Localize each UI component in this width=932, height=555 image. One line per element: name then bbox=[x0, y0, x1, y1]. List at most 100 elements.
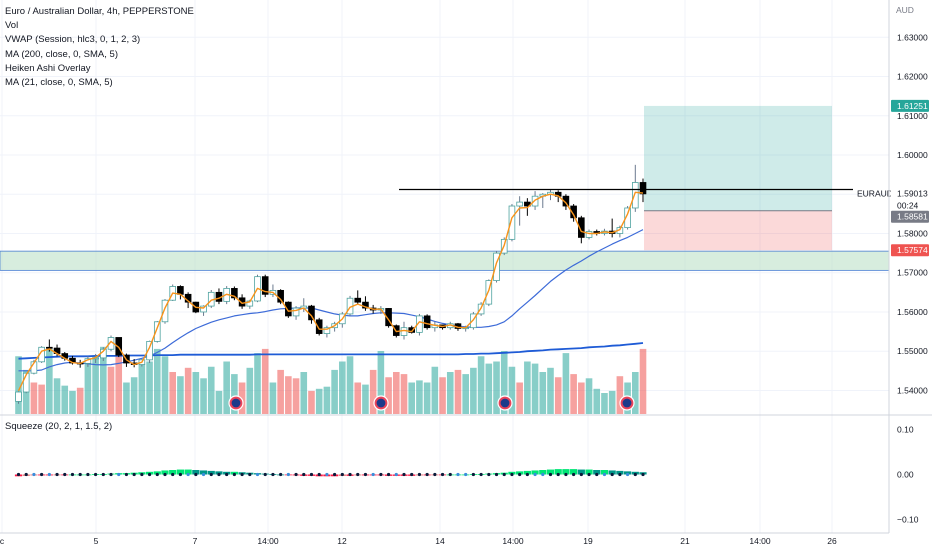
time-tick-label: 14:00 bbox=[257, 536, 279, 546]
candle-bearish bbox=[362, 301, 369, 309]
candle-bullish bbox=[400, 327, 408, 336]
candle-bullish bbox=[508, 205, 516, 240]
squeeze-dot bbox=[494, 472, 499, 477]
legend-ma-200[interactable]: MA (200, close, 0, SMA, 5) bbox=[5, 48, 118, 60]
squeeze-dot bbox=[271, 472, 275, 477]
volume-bar bbox=[261, 348, 269, 414]
profit-zone bbox=[644, 105, 832, 211]
squeeze-legend[interactable]: Squeeze (20, 2, 1, 1.5, 2) bbox=[5, 421, 113, 432]
squeeze-dot bbox=[618, 472, 622, 477]
squeeze-dot bbox=[117, 472, 121, 477]
volume-bar bbox=[84, 363, 92, 414]
legend-ma-21[interactable]: MA (21, close, 0, SMA, 5) bbox=[5, 77, 113, 89]
candle-bearish bbox=[639, 182, 647, 195]
volume-bar bbox=[385, 377, 392, 414]
event-flag-icon[interactable] bbox=[497, 395, 513, 411]
event-flag-icon[interactable] bbox=[619, 395, 635, 411]
volume-bar bbox=[462, 374, 469, 414]
squeeze-bar bbox=[562, 469, 570, 475]
event-flag-icon[interactable] bbox=[373, 395, 389, 411]
squeeze-bar bbox=[523, 470, 531, 475]
volume-bar bbox=[153, 348, 161, 414]
candle-bearish bbox=[385, 308, 392, 327]
squeeze-dot bbox=[595, 472, 599, 477]
squeeze-dot bbox=[525, 472, 529, 477]
squeeze-dot bbox=[263, 472, 267, 477]
squeeze-dot bbox=[217, 472, 221, 477]
squeeze-dot bbox=[510, 472, 514, 477]
legend-volume[interactable]: Vol bbox=[5, 20, 19, 32]
squeeze-dot bbox=[625, 472, 630, 477]
squeeze-dot bbox=[209, 472, 213, 477]
time-tick-label: 14 bbox=[435, 536, 445, 546]
volume-bar bbox=[292, 378, 300, 414]
volume-bar bbox=[107, 366, 115, 414]
legend-heiken-ashi[interactable]: Heiken Ashi Overlay bbox=[5, 62, 91, 74]
event-flag-icon[interactable] bbox=[228, 395, 244, 411]
volume-bar bbox=[123, 382, 130, 414]
candle-bullish bbox=[585, 231, 593, 238]
squeeze-dot bbox=[70, 472, 75, 477]
price-tick-label: 1.61000 bbox=[897, 111, 928, 121]
squeeze-dot bbox=[340, 472, 344, 477]
volume-bar bbox=[138, 363, 146, 414]
candle-bearish bbox=[238, 297, 246, 307]
volume-bar bbox=[500, 351, 508, 414]
squeeze-dot bbox=[556, 472, 560, 477]
volume-bar bbox=[439, 377, 446, 414]
volume-bar bbox=[454, 369, 462, 414]
squeeze-bar bbox=[546, 469, 555, 475]
volume-bar bbox=[400, 374, 408, 414]
candle-bullish bbox=[323, 327, 331, 334]
candle-bearish bbox=[261, 276, 269, 295]
squeeze-bar bbox=[176, 469, 185, 475]
volume-bar bbox=[531, 363, 539, 414]
candle-bearish bbox=[578, 217, 585, 238]
squeeze-dot bbox=[47, 472, 51, 477]
price-tick-label: 1.55000 bbox=[897, 346, 928, 356]
squeeze-dot bbox=[410, 472, 414, 477]
squeeze-dot bbox=[16, 472, 21, 477]
volume-bar bbox=[192, 372, 200, 414]
squeeze-dot bbox=[63, 472, 67, 477]
squeeze-bar bbox=[531, 470, 539, 475]
squeeze-dot bbox=[302, 472, 306, 477]
squeeze-dot bbox=[572, 472, 576, 477]
volume-bar bbox=[300, 372, 308, 414]
vwap-line bbox=[17, 191, 644, 392]
stop-price-label-box bbox=[891, 244, 929, 257]
price-tick-label: 1.57000 bbox=[897, 268, 928, 278]
volume-bar bbox=[585, 378, 593, 414]
squeeze-dot bbox=[186, 472, 190, 477]
volume-bar bbox=[431, 366, 439, 414]
squeeze-dot bbox=[564, 472, 568, 477]
volume-bar bbox=[339, 361, 346, 414]
flag-inner bbox=[231, 398, 241, 408]
volume-bar bbox=[485, 363, 493, 414]
legend-symbol[interactable]: Euro / Australian Dollar, 4h, PEPPERSTON… bbox=[5, 6, 194, 17]
volume-bar bbox=[524, 361, 531, 414]
squeeze-dot bbox=[286, 472, 290, 477]
squeeze-dot bbox=[579, 472, 583, 477]
candle-bullish bbox=[200, 305, 207, 313]
last-price-label-countdown: 00:24 bbox=[897, 201, 919, 211]
squeeze-dot bbox=[194, 472, 198, 477]
time-tick-label: c bbox=[0, 536, 5, 546]
volume-bar bbox=[477, 356, 485, 414]
squeeze-dot bbox=[294, 472, 298, 477]
volume-bar bbox=[470, 367, 477, 414]
squeeze-dot bbox=[464, 472, 468, 477]
volume-bar bbox=[315, 388, 323, 414]
volume-bar bbox=[76, 387, 84, 414]
volume-bar bbox=[269, 382, 277, 414]
candle-bullish bbox=[15, 391, 22, 402]
squeeze-dot bbox=[394, 472, 398, 477]
volume-bars bbox=[15, 346, 647, 414]
squeeze-dot bbox=[402, 472, 406, 477]
volume-bar bbox=[601, 393, 608, 414]
flag-inner bbox=[622, 398, 632, 408]
candle-bullish bbox=[146, 341, 153, 361]
legend-vwap[interactable]: VWAP (Session, hlc3, 0, 1, 2, 3) bbox=[5, 34, 141, 46]
